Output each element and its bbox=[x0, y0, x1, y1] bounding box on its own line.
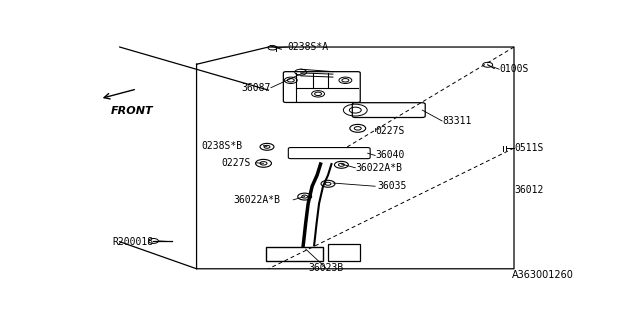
Text: 36022A*B: 36022A*B bbox=[355, 163, 403, 173]
Text: R200018: R200018 bbox=[112, 237, 154, 247]
Text: 83311: 83311 bbox=[442, 116, 472, 126]
Text: 0238S*B: 0238S*B bbox=[202, 140, 243, 151]
Text: 0227S: 0227S bbox=[375, 126, 404, 136]
Text: 36023B: 36023B bbox=[308, 262, 343, 273]
Text: FRONT: FRONT bbox=[111, 106, 154, 116]
Text: 0227S: 0227S bbox=[221, 158, 251, 168]
Text: 36035: 36035 bbox=[378, 181, 407, 191]
Text: 0511S: 0511S bbox=[514, 143, 543, 153]
Text: 36040: 36040 bbox=[375, 150, 404, 160]
Text: A363001260: A363001260 bbox=[511, 270, 573, 280]
Text: 36012: 36012 bbox=[514, 185, 543, 195]
Text: 36087: 36087 bbox=[241, 83, 271, 93]
Text: 36022A*B: 36022A*B bbox=[234, 195, 281, 205]
Text: 0238S*A: 0238S*A bbox=[287, 42, 328, 52]
Text: 0100S: 0100S bbox=[499, 64, 529, 74]
